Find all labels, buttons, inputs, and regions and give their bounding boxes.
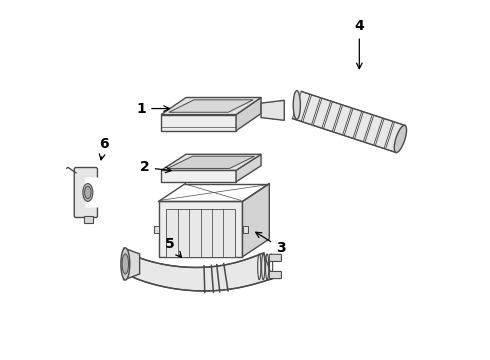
Polygon shape <box>386 122 403 152</box>
Polygon shape <box>243 184 270 257</box>
Polygon shape <box>84 216 93 223</box>
FancyBboxPatch shape <box>74 167 98 217</box>
Ellipse shape <box>83 184 93 202</box>
Polygon shape <box>124 253 272 291</box>
Polygon shape <box>161 154 261 170</box>
Ellipse shape <box>121 248 130 280</box>
Ellipse shape <box>293 91 300 119</box>
Polygon shape <box>243 226 247 233</box>
Polygon shape <box>161 114 236 131</box>
Text: 5: 5 <box>165 237 181 257</box>
Polygon shape <box>344 108 362 138</box>
Polygon shape <box>375 118 393 149</box>
Text: 6: 6 <box>99 137 109 160</box>
Text: 1: 1 <box>137 102 170 116</box>
Text: 4: 4 <box>354 19 364 69</box>
Polygon shape <box>169 100 253 112</box>
Text: 3: 3 <box>256 232 286 255</box>
Polygon shape <box>323 102 341 132</box>
Polygon shape <box>168 156 255 168</box>
Polygon shape <box>159 202 243 257</box>
Polygon shape <box>154 226 159 233</box>
FancyBboxPatch shape <box>270 271 281 279</box>
Ellipse shape <box>122 254 128 274</box>
Polygon shape <box>303 95 320 125</box>
FancyBboxPatch shape <box>85 177 101 207</box>
Polygon shape <box>236 154 261 182</box>
Polygon shape <box>354 112 372 142</box>
Polygon shape <box>365 115 383 145</box>
Polygon shape <box>167 209 235 257</box>
Polygon shape <box>236 98 261 131</box>
Polygon shape <box>123 248 140 280</box>
Ellipse shape <box>394 125 407 153</box>
Polygon shape <box>334 105 351 135</box>
Polygon shape <box>161 98 261 114</box>
Polygon shape <box>293 91 310 121</box>
Polygon shape <box>261 100 284 120</box>
Polygon shape <box>313 98 331 128</box>
Text: 2: 2 <box>140 161 171 175</box>
Ellipse shape <box>85 186 91 199</box>
FancyBboxPatch shape <box>270 254 281 261</box>
Polygon shape <box>161 170 236 182</box>
